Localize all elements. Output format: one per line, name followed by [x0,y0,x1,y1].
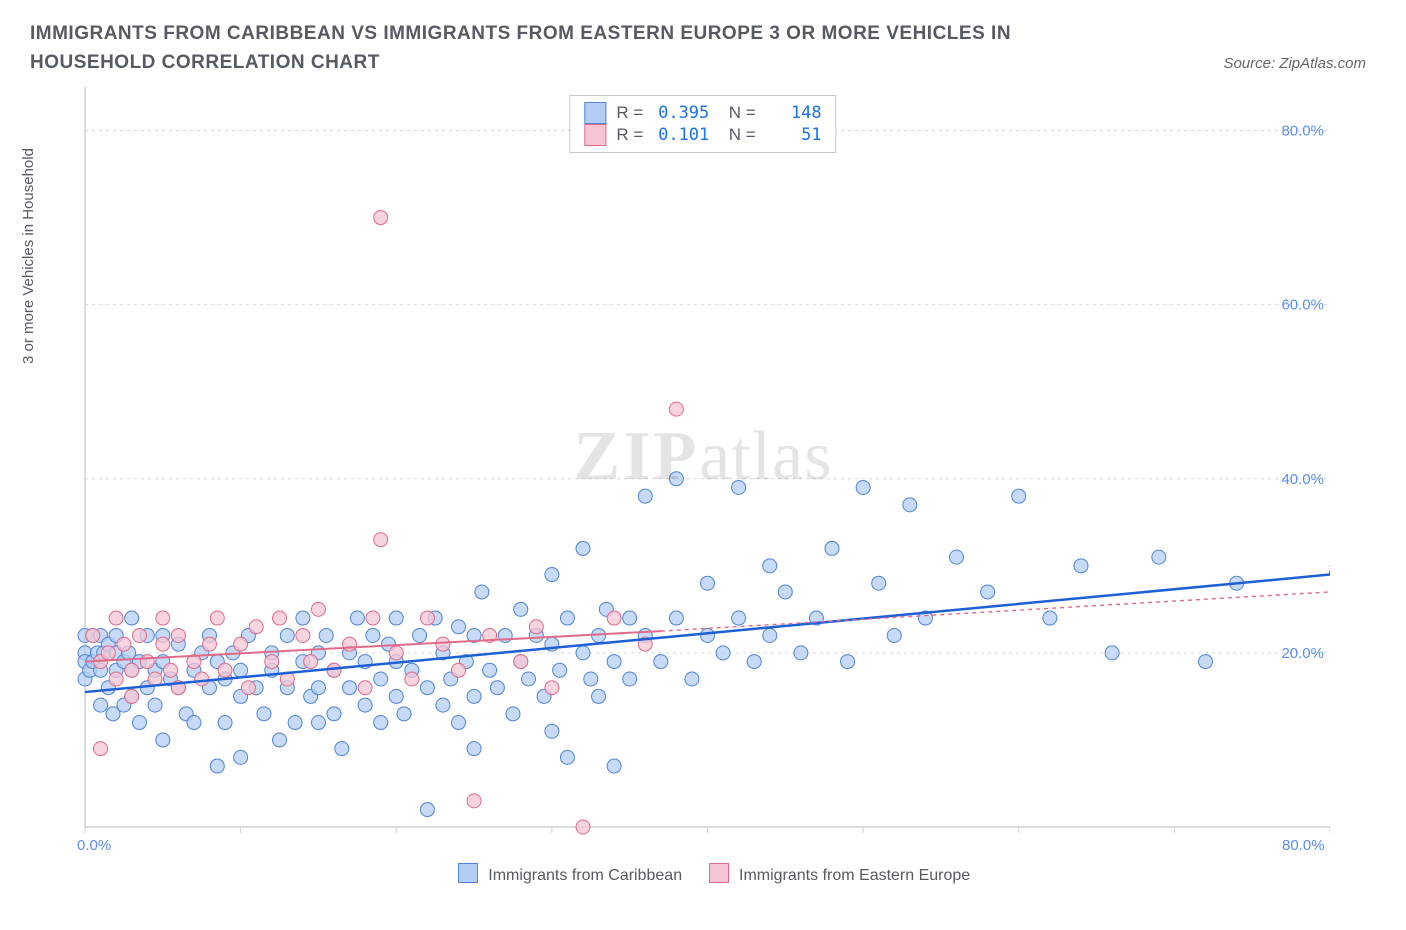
r-value: 0.395 [653,103,709,123]
swatch-icon [709,863,729,883]
r-label: R = [616,103,643,123]
x-axis-start-label: 0.0% [77,837,111,854]
legend-label: Immigrants from Caribbean [488,867,682,884]
swatch-icon [584,102,606,124]
r-label: R = [616,125,643,145]
scatter-plot: 20.0% 40.0% 60.0% 80.0% [30,87,1330,857]
n-label: N = [719,125,755,145]
legend: Immigrants from Caribbean Immigrants fro… [30,863,1376,885]
source-label: Source: ZipAtlas.com [1223,55,1366,72]
n-value: 51 [766,125,822,145]
svg-text:60.0%: 60.0% [1281,297,1324,314]
swatch-icon [458,863,478,883]
chart-container: 3 or more Vehicles in Household R = 0.39… [30,87,1376,857]
page-title: IMMIGRANTS FROM CARIBBEAN VS IMMIGRANTS … [30,20,1130,77]
x-axis-end-label: 80.0% [1282,837,1325,854]
stats-row: R = 0.395 N = 148 [584,102,821,124]
n-label: N = [719,103,755,123]
svg-text:40.0%: 40.0% [1281,471,1324,488]
swatch-icon [584,124,606,146]
legend-label: Immigrants from Eastern Europe [739,867,970,884]
svg-text:20.0%: 20.0% [1281,645,1324,662]
stats-row: R = 0.101 N = 51 [584,124,821,146]
n-value: 148 [766,103,822,123]
r-value: 0.101 [653,125,709,145]
stats-legend: R = 0.395 N = 148 R = 0.101 N = 51 [569,95,836,153]
svg-text:80.0%: 80.0% [1281,123,1324,140]
y-axis-label: 3 or more Vehicles in Household [20,148,37,364]
